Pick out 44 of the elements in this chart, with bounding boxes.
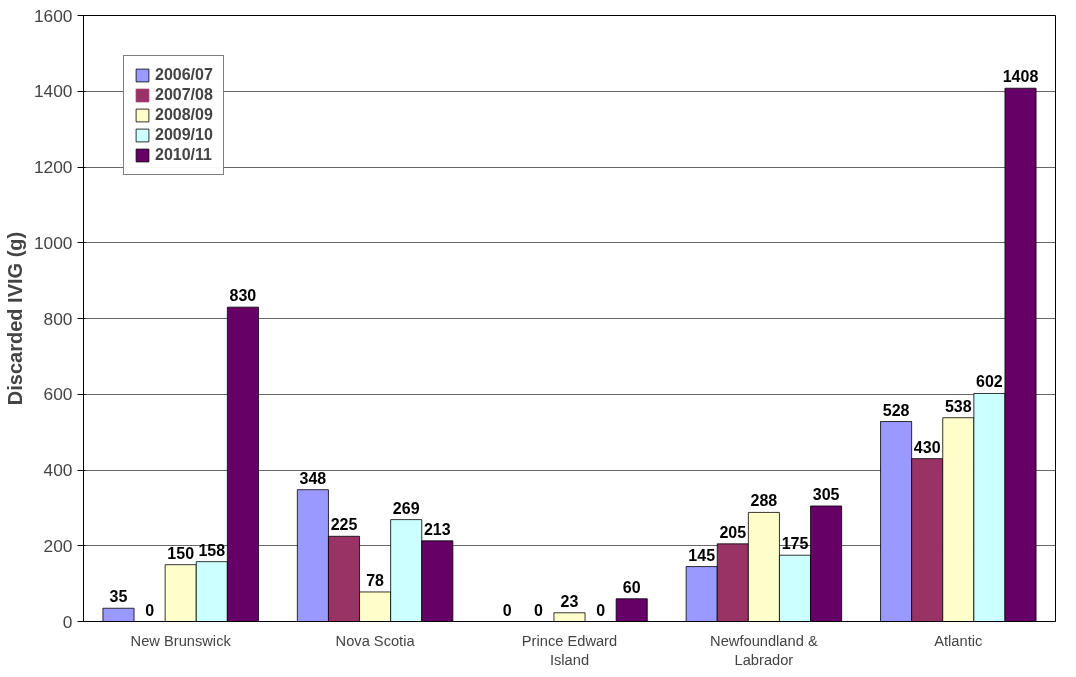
y-tick-label: 1600	[33, 5, 73, 26]
x-tick-label: Prince Edward Island	[521, 632, 618, 668]
data-label: 288	[750, 492, 778, 510]
y-tick-label: 1400	[33, 81, 73, 102]
data-label: 225	[330, 516, 358, 534]
legend-label: 2009/10	[155, 126, 213, 144]
data-label: 0	[596, 601, 606, 619]
y-tick-label: 600	[43, 384, 73, 405]
data-label: 602	[976, 373, 1003, 391]
y-tick-label: 800	[43, 308, 73, 329]
data-label: 60	[622, 578, 641, 596]
x-tick-label: Newfoundland & Labrador	[710, 632, 818, 668]
legend-label: 2007/08	[155, 86, 213, 104]
data-label: 538	[944, 397, 972, 415]
data-label: 305	[812, 485, 840, 503]
data-label: 430	[913, 438, 941, 456]
y-tick-label: 200	[43, 535, 73, 556]
data-label: 0	[145, 601, 155, 619]
data-label: 269	[392, 499, 420, 517]
x-tick-label: Nova Scotia	[335, 632, 416, 649]
data-label: 35	[109, 588, 128, 606]
data-label: 830	[229, 287, 257, 305]
data-label: 78	[366, 571, 385, 589]
data-label: 145	[688, 546, 716, 564]
data-label: 205	[719, 523, 747, 541]
data-label: 158	[198, 541, 226, 559]
data-label: 150	[167, 544, 195, 562]
x-tick-label: Atlantic	[934, 632, 983, 649]
legend-label: 2010/11	[155, 146, 212, 164]
x-tick-label: New Brunswick	[130, 632, 232, 649]
y-tick-label: 1000	[33, 232, 73, 253]
data-label: 348	[299, 469, 327, 487]
y-tick-label: 400	[43, 460, 73, 480]
data-label: 23	[560, 592, 579, 610]
legend-label: 2006/07	[155, 66, 213, 84]
data-label: 213	[423, 520, 451, 538]
data-label: 528	[882, 401, 910, 419]
y-tick-label: 1200	[33, 157, 73, 177]
data-label: 1408	[1002, 68, 1039, 86]
y-tick-label: 0	[62, 611, 73, 632]
y-axis-title: Discarded IVIG (g)	[3, 231, 26, 406]
data-label: 0	[502, 601, 512, 619]
legend-label: 2008/09	[155, 106, 213, 124]
data-label: 0	[533, 601, 543, 619]
